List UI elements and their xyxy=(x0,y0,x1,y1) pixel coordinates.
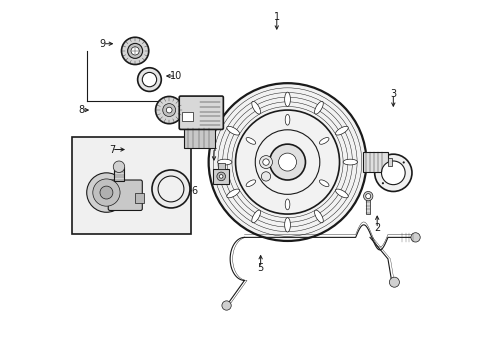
Ellipse shape xyxy=(314,210,323,223)
Text: 9: 9 xyxy=(100,39,106,49)
Circle shape xyxy=(127,44,142,58)
Circle shape xyxy=(381,182,383,184)
Ellipse shape xyxy=(319,138,328,144)
Text: 4: 4 xyxy=(210,143,217,153)
Circle shape xyxy=(381,161,405,185)
Text: 7: 7 xyxy=(108,144,115,154)
Ellipse shape xyxy=(343,159,357,165)
Circle shape xyxy=(278,153,296,171)
Circle shape xyxy=(155,96,183,124)
Text: 2: 2 xyxy=(373,224,380,233)
Ellipse shape xyxy=(245,180,255,186)
Ellipse shape xyxy=(226,189,239,198)
Circle shape xyxy=(121,37,148,64)
Bar xyxy=(362,152,387,172)
Ellipse shape xyxy=(251,102,260,114)
Circle shape xyxy=(152,170,190,208)
Circle shape xyxy=(388,277,399,287)
Circle shape xyxy=(137,68,161,91)
Circle shape xyxy=(208,83,366,241)
Bar xyxy=(184,128,214,148)
Ellipse shape xyxy=(251,210,260,223)
Text: 6: 6 xyxy=(191,186,197,196)
Circle shape xyxy=(166,107,172,113)
Circle shape xyxy=(93,179,120,206)
Circle shape xyxy=(158,176,183,202)
Ellipse shape xyxy=(319,180,328,186)
Circle shape xyxy=(142,72,156,87)
Ellipse shape xyxy=(314,102,323,114)
Bar xyxy=(135,193,144,203)
Ellipse shape xyxy=(284,92,290,107)
Circle shape xyxy=(262,159,269,165)
Bar xyxy=(366,198,369,214)
Bar xyxy=(213,169,228,184)
Circle shape xyxy=(410,233,419,242)
FancyBboxPatch shape xyxy=(179,96,223,130)
Circle shape xyxy=(374,154,411,192)
Text: 3: 3 xyxy=(389,89,396,99)
Ellipse shape xyxy=(245,138,255,144)
Bar xyxy=(217,163,224,169)
Ellipse shape xyxy=(285,114,289,125)
Circle shape xyxy=(259,156,272,168)
FancyBboxPatch shape xyxy=(108,180,142,211)
Ellipse shape xyxy=(285,199,289,210)
Text: 1: 1 xyxy=(273,12,279,22)
Circle shape xyxy=(217,172,225,181)
Text: 5: 5 xyxy=(257,263,263,273)
Circle shape xyxy=(365,194,370,199)
Circle shape xyxy=(222,301,231,310)
Circle shape xyxy=(363,192,372,201)
Bar xyxy=(72,137,190,234)
Ellipse shape xyxy=(226,126,239,135)
Ellipse shape xyxy=(217,159,231,165)
Ellipse shape xyxy=(284,218,290,232)
Bar xyxy=(113,167,124,181)
Circle shape xyxy=(113,161,124,172)
Circle shape xyxy=(261,172,270,181)
Text: 8: 8 xyxy=(78,105,84,115)
Circle shape xyxy=(219,175,223,178)
Ellipse shape xyxy=(335,126,347,135)
Circle shape xyxy=(163,104,175,117)
Circle shape xyxy=(269,144,305,180)
Bar xyxy=(387,158,391,166)
Circle shape xyxy=(131,47,139,55)
Circle shape xyxy=(100,186,113,199)
Circle shape xyxy=(86,173,126,212)
Circle shape xyxy=(402,161,404,163)
Bar xyxy=(182,112,193,121)
Ellipse shape xyxy=(335,189,347,198)
Text: 10: 10 xyxy=(170,71,182,81)
